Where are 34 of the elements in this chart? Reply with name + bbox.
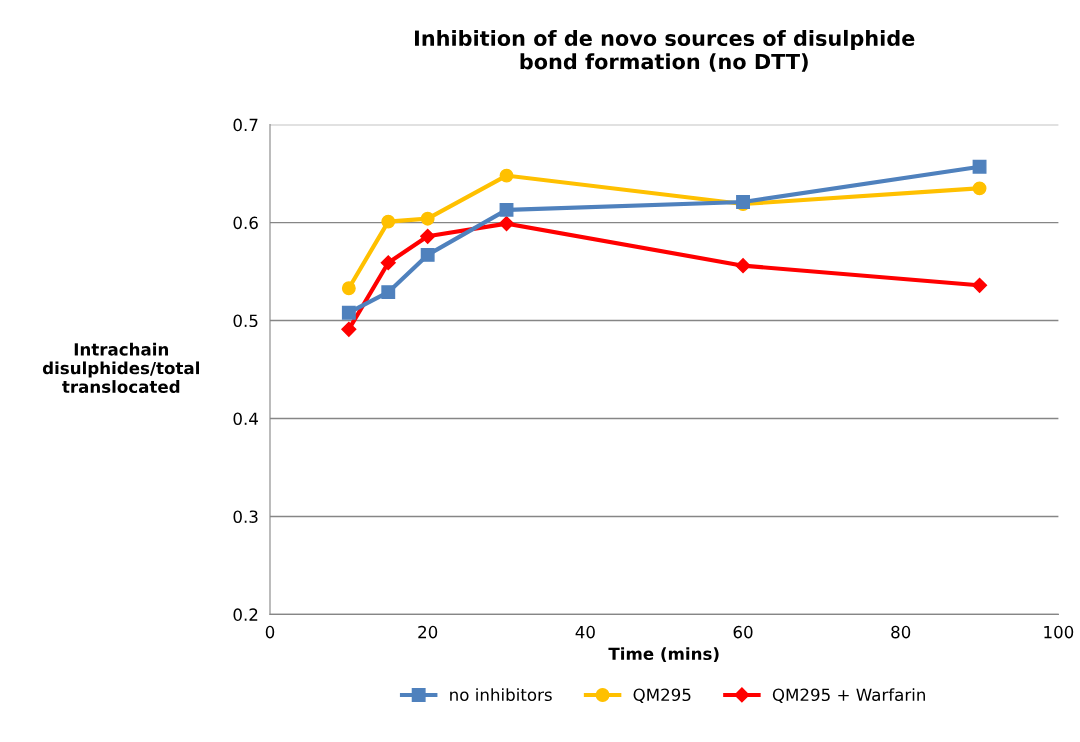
chart-title: Inhibition of de novo sources of disulphide bond formation (no DTT) — [414, 29, 915, 72]
x-tick-label: 60 — [733, 625, 753, 639]
point — [341, 305, 356, 320]
point — [972, 181, 987, 196]
x-tick-label: 40 — [575, 625, 595, 639]
point — [971, 277, 988, 293]
point — [498, 216, 515, 232]
y-tick-label: 0.4 — [233, 412, 258, 426]
y-axis-title: Intrachain disulphides/total translocated — [42, 342, 199, 394]
x-axis-title: Time (mins) — [608, 647, 719, 663]
y-tick-label: 0.6 — [233, 216, 258, 230]
x-tick-label: 100 — [1044, 625, 1074, 639]
legend-label: QM295 + Warfarin — [772, 688, 925, 703]
legend-label: no inhibitors — [450, 688, 552, 702]
legend-label: QM295 — [633, 688, 691, 703]
y-tick-label: 0.7 — [233, 118, 258, 132]
point — [380, 255, 396, 271]
point — [420, 228, 436, 244]
y-tick-label: 0.2 — [233, 608, 258, 621]
point — [499, 168, 514, 183]
x-tick-label: 80 — [891, 625, 911, 639]
x-tick-label: 20 — [418, 625, 438, 639]
y-tick-label: 0.5 — [233, 314, 258, 328]
x-tick-label: 0 — [265, 625, 275, 639]
point — [735, 258, 751, 274]
point — [381, 285, 396, 300]
point — [420, 211, 435, 226]
point — [499, 202, 514, 217]
point — [341, 281, 356, 296]
point — [420, 247, 435, 262]
point — [972, 159, 987, 174]
y-tick-label: 0.3 — [233, 510, 258, 523]
point — [381, 214, 396, 229]
point — [341, 321, 357, 337]
